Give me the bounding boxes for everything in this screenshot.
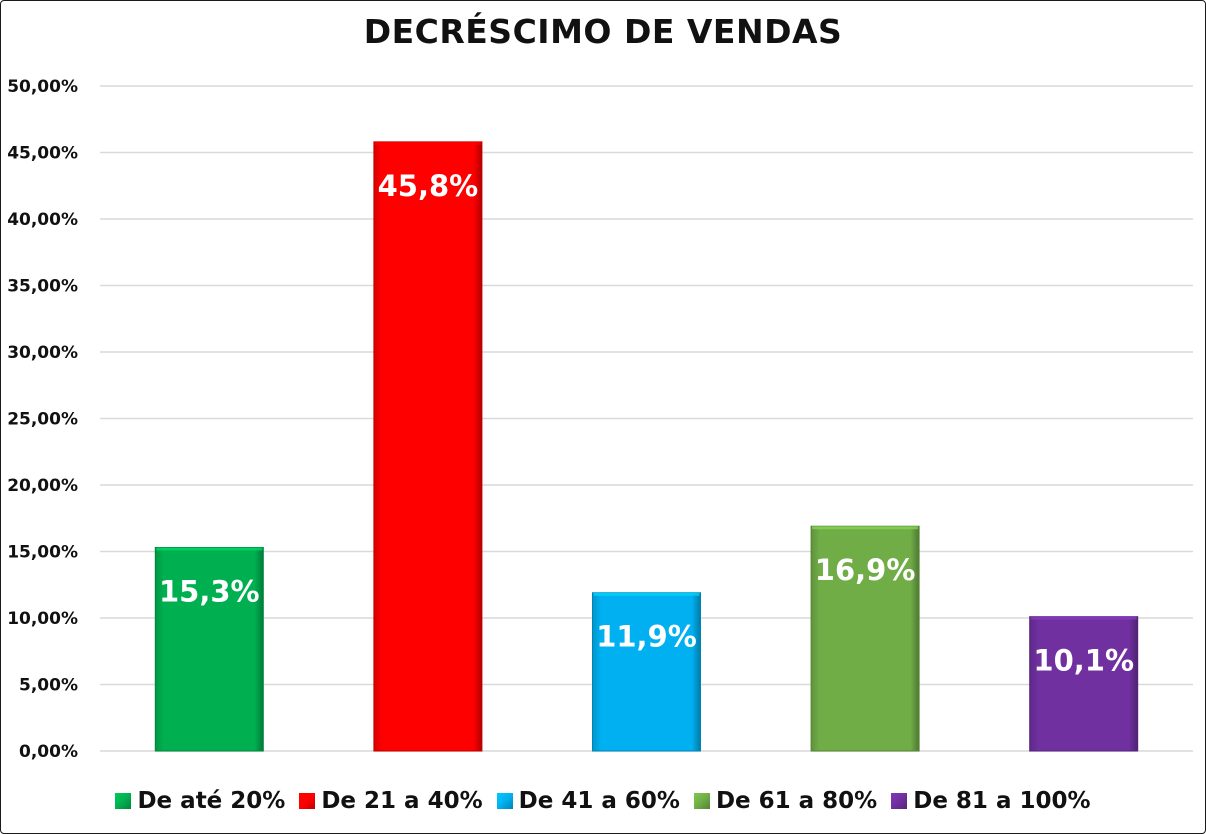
bar-4	[810, 525, 920, 752]
data-label: 45,8%	[378, 169, 479, 203]
bar-top-highlight	[156, 547, 263, 551]
grid-lines	[100, 85, 1193, 752]
y-tick-label: 0,00%	[19, 742, 78, 762]
bar-top-highlight	[812, 526, 919, 530]
legend-label: De 81 a 100%	[913, 788, 1091, 814]
legend: De até 20% De 21 a 40% De 41 a 60% De 61 a …	[0, 788, 1206, 814]
bar-2	[373, 141, 483, 752]
bar-top-highlight	[374, 141, 481, 145]
chart-title: DECRÉSCIMO DE VENDAS	[363, 12, 843, 51]
legend-item: De 41 a 60%	[496, 788, 680, 814]
legend-item: De 61 a 80%	[693, 788, 878, 814]
y-tick-label: 40,00%	[7, 210, 78, 230]
legend-label: De até 20%	[137, 788, 286, 814]
legend-label: De 21 a 40%	[321, 788, 483, 814]
y-tick-label: 5,00%	[19, 676, 78, 696]
bars	[154, 141, 1139, 752]
legend-swatch	[891, 793, 908, 809]
bar-3	[592, 592, 701, 752]
y-tick-label: 35,00%	[7, 277, 78, 297]
y-tick-label: 30,00%	[7, 343, 78, 363]
y-tick-label: 50,00%	[7, 77, 78, 97]
bar-5	[1029, 616, 1139, 752]
bar-top-highlight	[1030, 616, 1137, 620]
legend-swatch	[693, 793, 710, 809]
legend-swatch	[299, 793, 316, 809]
y-tick-label: 25,00%	[7, 410, 78, 430]
legend-swatch	[115, 793, 132, 809]
bar-top-highlight	[593, 592, 700, 596]
legend-item: De até 20%	[115, 788, 285, 814]
legend-swatch	[496, 793, 513, 809]
legend-item: De 81 a 100%	[891, 788, 1091, 814]
data-label: 10,1%	[1033, 644, 1134, 678]
data-labels: 15,3% 45,8% 11,9% 16,9% 10,1%	[159, 169, 1134, 678]
y-axis-ticks: 0,00% 5,00% 10,00% 15,00% 20,00% 25,00% 30,00%…	[7, 77, 78, 762]
bar-1	[154, 547, 264, 752]
legend-label: De 41 a 60%	[518, 788, 680, 814]
data-label: 16,9%	[815, 553, 916, 587]
y-tick-label: 20,00%	[7, 476, 78, 496]
y-tick-label: 15,00%	[7, 543, 78, 563]
y-tick-label: 45,00%	[7, 144, 78, 164]
data-label: 11,9%	[596, 620, 697, 654]
y-tick-label: 10,00%	[7, 609, 78, 629]
data-label: 15,3%	[159, 575, 260, 609]
legend-item: De 21 a 40%	[299, 788, 483, 814]
legend-label: De 61 a 80%	[715, 788, 878, 814]
